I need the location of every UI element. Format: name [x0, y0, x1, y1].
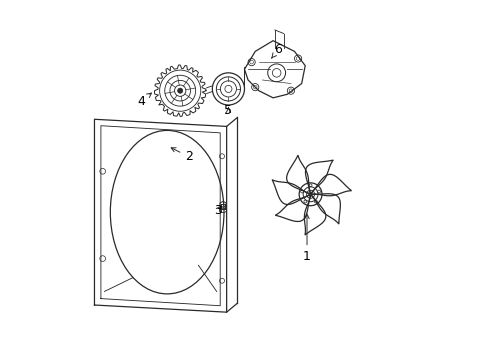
Text: 4: 4 — [137, 93, 151, 108]
Text: 1: 1 — [303, 214, 310, 263]
Text: 6: 6 — [271, 43, 282, 58]
Text: 5: 5 — [224, 104, 232, 117]
Text: 2: 2 — [171, 148, 193, 163]
Text: 3: 3 — [213, 204, 221, 217]
Circle shape — [177, 88, 183, 93]
